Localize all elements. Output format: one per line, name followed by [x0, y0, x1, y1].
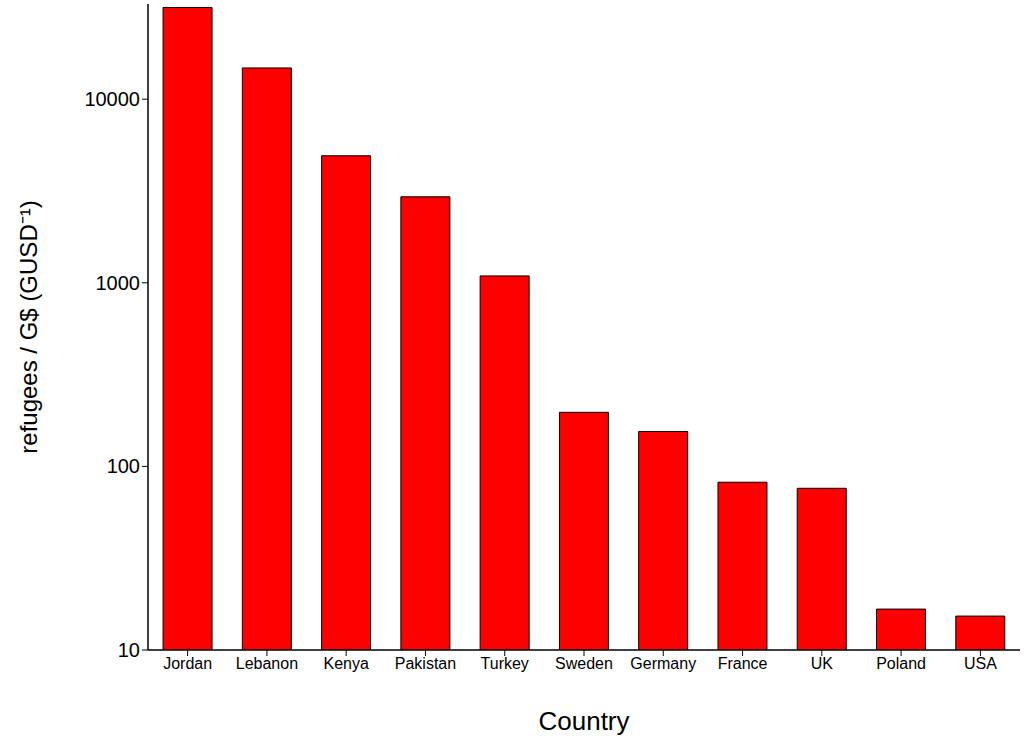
svg-text:Kenya: Kenya	[323, 655, 368, 672]
svg-text:UK: UK	[811, 655, 834, 672]
svg-text:10000: 10000	[84, 88, 140, 110]
svg-text:USA: USA	[964, 655, 997, 672]
svg-text:10: 10	[118, 639, 140, 661]
svg-text:Sweden: Sweden	[555, 655, 613, 672]
svg-text:100: 100	[107, 455, 140, 477]
svg-text:Pakistan: Pakistan	[395, 655, 456, 672]
svg-text:Poland: Poland	[876, 655, 926, 672]
svg-text:1000: 1000	[96, 272, 141, 294]
svg-text:Country: Country	[538, 706, 629, 736]
svg-text:Jordan: Jordan	[163, 655, 212, 672]
svg-text:Germany: Germany	[630, 655, 696, 672]
svg-text:Lebanon: Lebanon	[236, 655, 298, 672]
svg-text:Turkey: Turkey	[481, 655, 529, 672]
svg-text:France: France	[718, 655, 768, 672]
svg-text:refugees / G$ (GUSD⁻¹): refugees / G$ (GUSD⁻¹)	[15, 200, 42, 453]
